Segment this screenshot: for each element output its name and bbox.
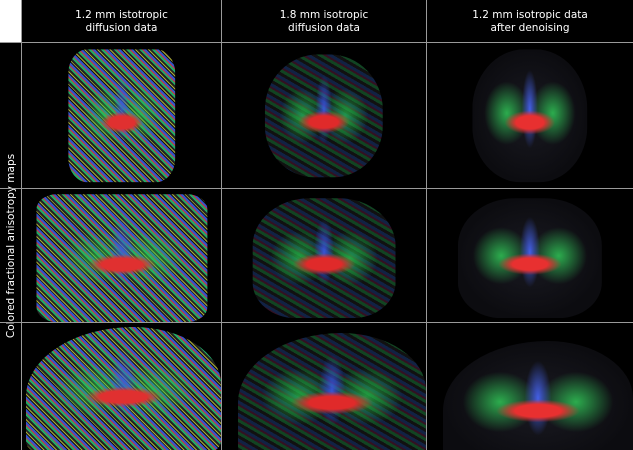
corner-blank	[0, 0, 21, 42]
image-sagittal-denoised	[427, 323, 633, 450]
brain-coronal-denoised	[457, 198, 603, 318]
brain-axial-noisy	[67, 48, 176, 183]
column-header-2: 1.8 mm isotropic diffusion data	[222, 4, 426, 40]
image-coronal-1.8mm	[222, 189, 426, 322]
brain-sagittal-1.8mm	[238, 333, 426, 450]
row-label: Colored fractional anisotropy maps	[0, 42, 21, 450]
column-header-3: 1.2 mm isotropic data after denoising	[427, 4, 633, 40]
brain-axial-denoised	[472, 48, 588, 183]
column-header-3-line2: after denoising	[490, 22, 570, 34]
grid-line	[0, 42, 633, 43]
image-axial-1.8mm	[222, 43, 426, 188]
brain-coronal-1.8mm	[252, 198, 396, 318]
image-coronal-1.2mm	[22, 189, 221, 322]
brain-axial-1.8mm	[264, 53, 384, 178]
column-header-3-line1: 1.2 mm isotropic data	[472, 9, 588, 21]
grid-line	[221, 0, 222, 450]
grid-line	[426, 0, 427, 450]
image-coronal-denoised	[427, 189, 633, 322]
column-header-2-line1: 1.8 mm isotropic	[279, 9, 369, 21]
grid-line	[0, 188, 633, 189]
column-header-1-line2: diffusion data	[85, 22, 158, 34]
column-header-2-line2: diffusion data	[288, 22, 360, 34]
brain-coronal-noisy	[35, 194, 208, 322]
brain-sagittal-denoised	[443, 340, 633, 450]
column-header-1-line1: 1.2 mm istotropic	[75, 9, 168, 21]
brain-sagittal-noisy	[25, 326, 221, 450]
row-label-text: Colored fractional anisotropy maps	[4, 153, 17, 339]
image-axial-1.2mm	[22, 43, 221, 188]
image-sagittal-1.2mm	[22, 323, 221, 450]
column-header-1: 1.2 mm istotropic diffusion data	[22, 4, 221, 40]
grid-line	[0, 322, 633, 323]
grid-line	[21, 0, 22, 450]
image-sagittal-1.8mm	[222, 323, 426, 450]
image-axial-denoised	[427, 43, 633, 188]
